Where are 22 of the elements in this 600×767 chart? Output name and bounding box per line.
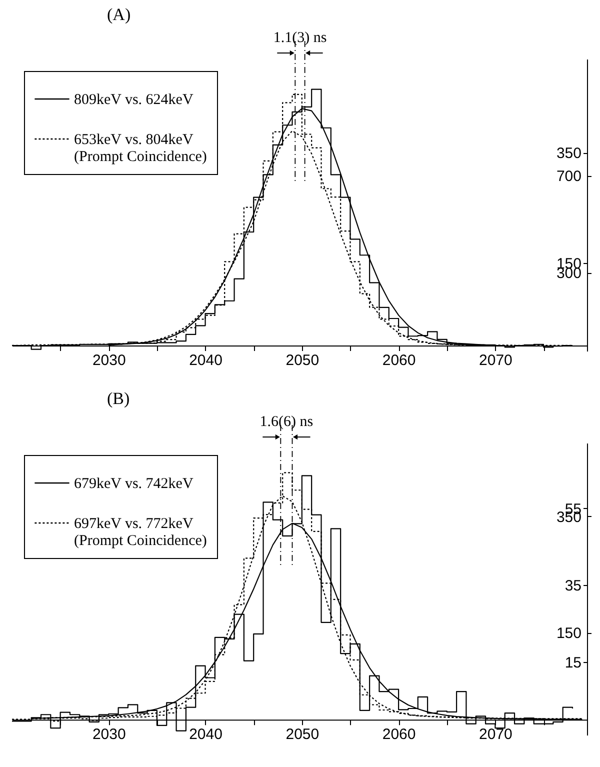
x-tick-label: 2040 [189, 352, 222, 369]
x-tick-label: 2030 [92, 352, 126, 369]
legend-label: 679keV vs. 742keV [74, 476, 194, 492]
legend-label: 809keV vs. 624keV [74, 92, 194, 108]
x-tick-label: 2040 [189, 726, 222, 744]
legend-label: 697keV vs. 772keV (Prompt Coincidence) [74, 516, 207, 549]
y2-tick-label: 700 [556, 168, 582, 186]
chart-title: (B) [107, 389, 130, 408]
text: 1.1(3) ns [273, 30, 327, 46]
x-tick-label: 2030 [92, 726, 126, 744]
x-tick-label: 2050 [286, 726, 320, 744]
legend-label: 653keV vs. 804keV (Prompt Coincidence) [74, 132, 207, 165]
y-tick-label: 350 [556, 145, 582, 162]
y-tick-label: 15 [564, 654, 582, 672]
x-tick-label: 2060 [382, 352, 416, 369]
chart-title: (A) [107, 5, 131, 24]
x-tick-label: 2050 [286, 352, 320, 369]
y-tick-label: 35 [564, 578, 582, 595]
text: 1.6(6) ns [260, 414, 314, 430]
x-tick-label: 2070 [479, 352, 512, 369]
x-tick-label: 2070 [479, 726, 512, 744]
x-tick-label: 2060 [382, 726, 416, 744]
